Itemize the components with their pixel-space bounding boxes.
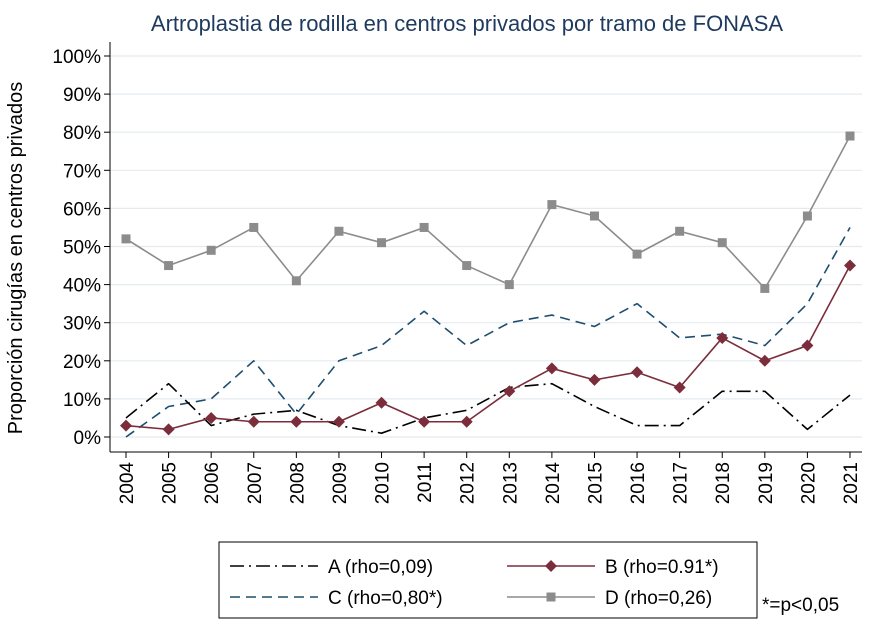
x-tick-label-2012: 2012 xyxy=(458,462,479,504)
y-tick-label-90: 90% xyxy=(63,85,101,106)
x-tick-label-2014: 2014 xyxy=(543,462,564,505)
y-tick-label-30: 30% xyxy=(63,314,101,335)
y-ticks: 0% 10% 20% 30% 40% 50% 60% 70% 80% 90% 100% xyxy=(52,42,111,452)
x-tick-label-2015: 2015 xyxy=(585,462,606,504)
series-2-point-2014 xyxy=(545,362,558,375)
series-4-point-2009 xyxy=(334,226,344,236)
x-tick-label-2005: 2005 xyxy=(160,462,181,504)
x-tick-label-2004: 2004 xyxy=(117,462,138,505)
series-4-point-2008 xyxy=(291,276,301,286)
series-2-point-2007 xyxy=(247,415,260,428)
x-tick-label-2019: 2019 xyxy=(756,462,777,504)
series-2-point-2021 xyxy=(844,259,856,272)
y-tick-label-0: 0% xyxy=(74,428,102,449)
x-tick-label-2020: 2020 xyxy=(798,462,819,504)
series-4-point-2020 xyxy=(802,211,812,221)
series-2-point-2005 xyxy=(162,423,175,436)
legend-label-1: A (rho=0,09) xyxy=(328,557,433,578)
x-tick-label-2006: 2006 xyxy=(202,462,223,504)
series-2-point-2006 xyxy=(205,411,218,424)
series-4-point-2012 xyxy=(462,261,472,271)
y-tick-label-10: 10% xyxy=(63,390,101,411)
series-line-4 xyxy=(125,135,851,290)
y-tick-label-60: 60% xyxy=(63,199,101,220)
series-2 xyxy=(120,259,856,436)
series-4-point-2016 xyxy=(632,249,642,259)
y-tick-label-80: 80% xyxy=(63,123,101,144)
x-tick-label-2008: 2008 xyxy=(287,462,308,504)
x-tick-label-2013: 2013 xyxy=(500,462,521,504)
series-2-point-2009 xyxy=(332,415,345,428)
series-4-point-2021 xyxy=(845,131,855,141)
series-2-point-2018 xyxy=(716,331,729,344)
legend-label-4: D (rho=0,26) xyxy=(605,588,712,609)
series-2-point-2015 xyxy=(588,373,601,386)
x-ticks: 2004 2005 2006 2007 2008 2009 2010 2011 2012 2013… xyxy=(110,451,862,505)
series-2-point-2017 xyxy=(673,381,686,394)
series-2-point-2010 xyxy=(375,396,388,409)
series-4-point-2018 xyxy=(717,238,727,248)
legend: A (rho=0,09) B (rho=0.91*) C (rho=0,80*) D … xyxy=(218,541,758,619)
series-4-point-2005 xyxy=(164,261,174,271)
legend-label-2: B (rho=0.91*) xyxy=(605,557,719,578)
legend-label-3: C (rho=0,80*) xyxy=(328,588,443,609)
series-4-point-2007 xyxy=(249,222,259,232)
significance-note: *=p<0,05 xyxy=(762,595,839,616)
legend-marker-4 xyxy=(546,592,556,602)
series-4-point-2004 xyxy=(121,234,131,244)
chart-title: Artroplastia de rodilla en centros priva… xyxy=(151,11,784,36)
y-tick-label-20: 20% xyxy=(63,352,101,373)
series-4-point-2019 xyxy=(760,283,770,293)
series-2-point-2013 xyxy=(503,385,516,398)
series-4-point-2015 xyxy=(589,211,599,221)
series-2-point-2016 xyxy=(631,366,644,379)
x-tick-label-2021: 2021 xyxy=(841,462,862,504)
series-line-2 xyxy=(125,265,851,431)
series-lines xyxy=(120,131,856,438)
series-3 xyxy=(125,227,851,438)
series-1 xyxy=(125,382,851,434)
series-2-point-2020 xyxy=(801,339,814,352)
y-tick-label-50: 50% xyxy=(63,238,101,259)
series-4-point-2010 xyxy=(377,238,387,248)
series-4-point-2013 xyxy=(504,280,514,290)
series-2-point-2019 xyxy=(758,354,771,367)
x-tick-label-2011: 2011 xyxy=(415,462,436,503)
series-4-point-2011 xyxy=(419,222,429,232)
series-2-point-2008 xyxy=(290,415,303,428)
series-line-1 xyxy=(125,382,851,434)
x-tick-label-2010: 2010 xyxy=(373,462,394,504)
series-2-point-2004 xyxy=(120,419,132,432)
series-2-point-2012 xyxy=(460,415,473,428)
legend-marker-2 xyxy=(545,560,557,572)
y-tick-label-40: 40% xyxy=(63,276,101,297)
x-tick-label-2017: 2017 xyxy=(671,462,692,504)
y-axis-label: Proporción cirugías en centros privados xyxy=(5,82,27,434)
x-tick-label-2007: 2007 xyxy=(245,462,266,504)
series-4-point-2006 xyxy=(206,245,216,255)
series-4-point-2014 xyxy=(547,200,557,210)
legend-box xyxy=(218,541,758,619)
y-tick-label-100: 100% xyxy=(52,47,101,68)
series-4-point-2017 xyxy=(675,226,685,236)
series-4 xyxy=(121,131,855,293)
series-line-3 xyxy=(125,227,851,438)
gridlines xyxy=(110,55,862,438)
x-tick-label-2009: 2009 xyxy=(330,462,351,504)
x-tick-label-2018: 2018 xyxy=(713,462,734,504)
series-2-point-2011 xyxy=(418,415,431,428)
y-tick-label-70: 70% xyxy=(63,161,101,182)
x-tick-label-2016: 2016 xyxy=(628,462,649,504)
